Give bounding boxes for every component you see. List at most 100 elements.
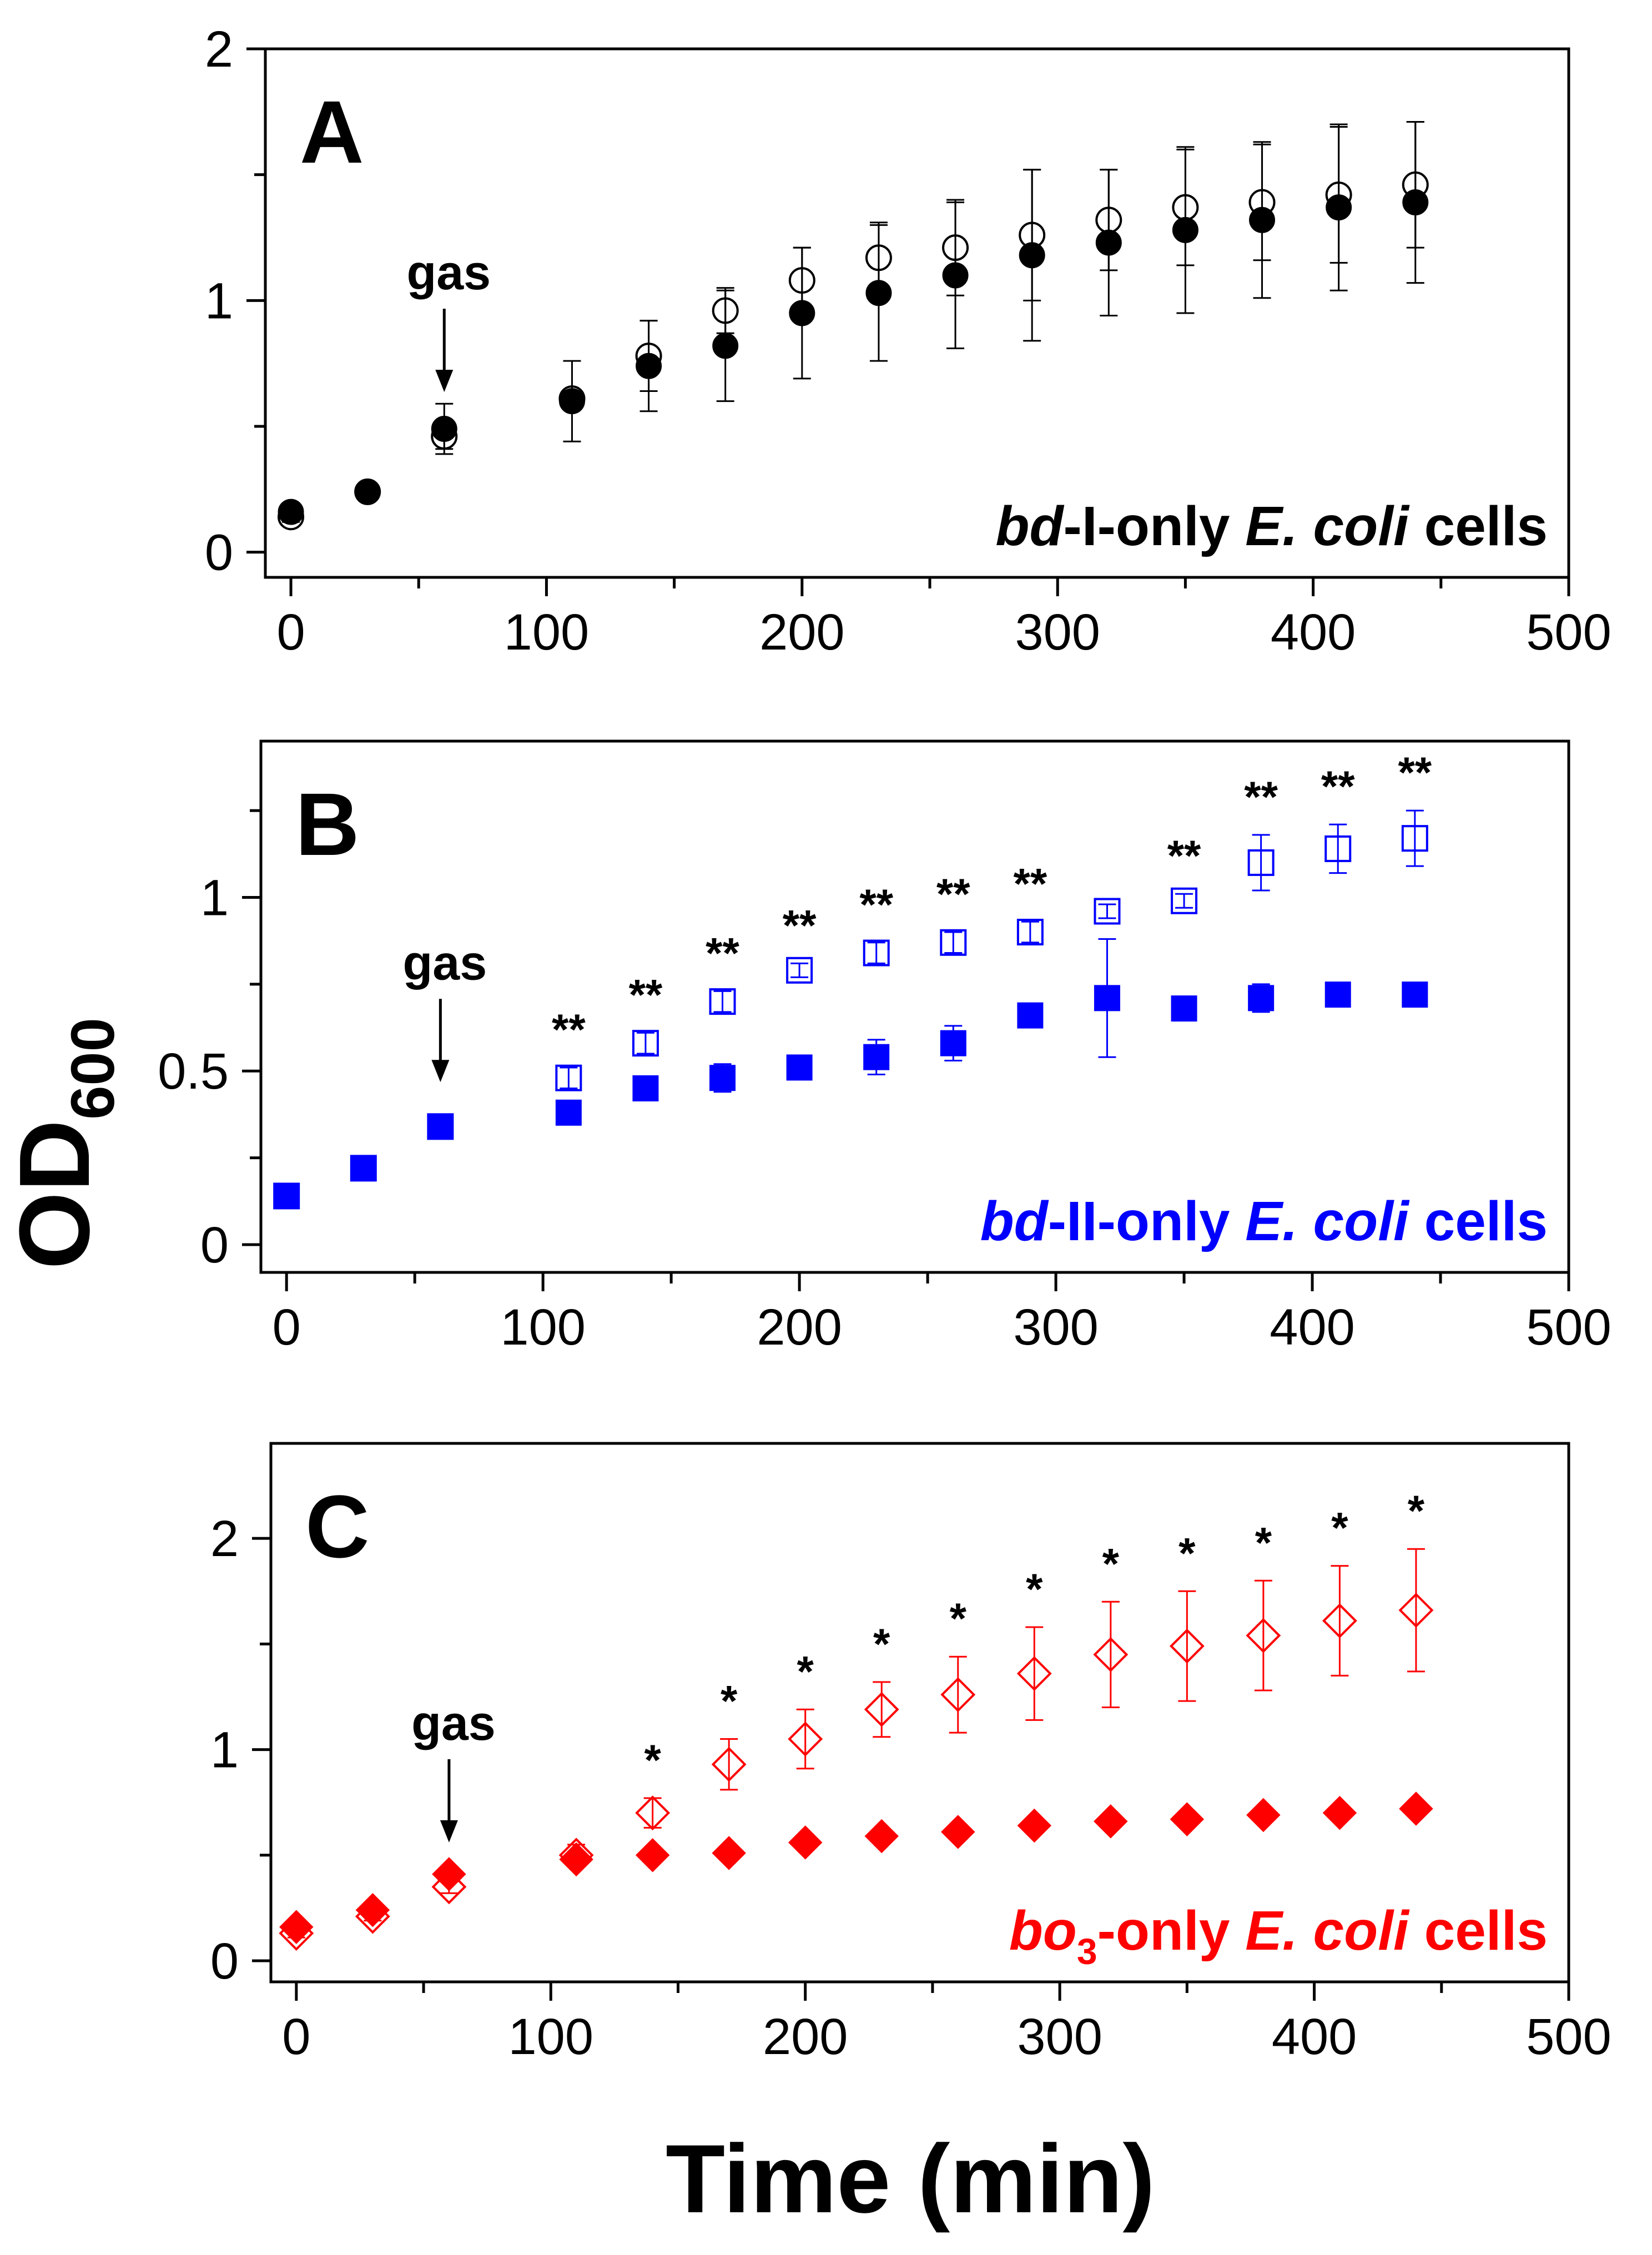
panel-c-frame [269,1442,1570,1984]
panel-c-filled-diamonds-point [432,1857,466,1891]
panel-b-filled-squares-point [1324,981,1351,1008]
panel-c-caption-part: 3 [1077,1931,1097,1972]
panel-a-gas-label: gas [406,245,491,300]
panel-c-caption-part: bo [1009,1900,1077,1962]
panel-b-x-tick-label: 0 [273,1299,301,1356]
panel-c-y-tick-label: 0 [210,1933,239,1990]
panel-c-gas-label: gas [411,1695,496,1750]
panel-a-caption-part: cells [1409,495,1548,557]
panel-a-caption-part: -I-only [1064,495,1246,557]
panel-b-significance-marker: ** [629,970,663,1019]
panel-c-filled-diamonds-point [1399,1791,1433,1826]
panel-b-filled-squares-point [427,1113,454,1140]
panel-b-open-squares-point [632,1030,659,1057]
panel-c-filled-diamonds-point [1246,1798,1281,1833]
panel-a-letter: A [300,82,364,182]
panel-b-caption: bd-II-only E. coli cells [980,1190,1548,1252]
panel-b-filled-squares-point [786,1054,813,1081]
panel-a-x-tick-label: 0 [276,604,305,661]
panel-a-filled-circles-point [1172,217,1198,243]
panel-c-x-tick-label: 100 [508,2009,594,2065]
panel-a-filled-circles-point [865,280,892,306]
panel-c-significance-marker: * [1102,1539,1120,1588]
panel-c-significance-marker: * [797,1647,814,1695]
panel-c-significance-marker: * [1178,1528,1196,1577]
panel-c-filled-diamonds-point [1170,1802,1205,1836]
panel-a-filled-circles-point [558,388,585,415]
panel-a-y-tick-label: 2 [205,21,233,78]
panel-c-open-diamonds-point [711,1746,747,1782]
panel-b-open-squares-point [1016,919,1044,946]
panel-c-filled-diamonds-point [712,1836,746,1870]
panel-b-filled-squares-point [1402,981,1428,1008]
panel-c-caption-part: -only [1097,1900,1246,1962]
panel-b-significance-marker: ** [1321,762,1355,811]
panel-b-filled-squares-point [940,1030,966,1056]
panel-c-gas-arrow-head [440,1820,458,1843]
panel-b-filled-squares-point [632,1075,659,1101]
panel-c-open-diamonds-point [940,1677,976,1713]
panel-c-filled-diamonds-point [635,1838,670,1873]
panel-b-significance-marker: ** [783,900,817,949]
panel-a-filled-circles-point [1402,189,1429,216]
panel-a-x-tick-label: 400 [1271,604,1356,661]
panel-c-filled-diamonds-point [941,1815,975,1849]
panel-c-caption: bo3-only E. coli cells [1009,1900,1548,1972]
panel-a-filled-circles-point [278,499,304,525]
panel-b-x-tick-label: 200 [757,1299,842,1356]
panel-c-open-diamonds-point [1093,1637,1129,1672]
panel-c-open-diamonds-point [1169,1628,1205,1664]
panel-a-x-tick-label: 300 [1015,604,1100,661]
panel-a-filled-circles-point [789,300,815,326]
panel-b-x-tick-label: 400 [1270,1299,1355,1356]
panel-c-filled-diamonds-point [788,1825,823,1860]
panel-c-open-diamonds-point [1246,1618,1281,1653]
panel-b-filled-squares-point [555,1099,582,1126]
panel-a-caption: bd-I-only E. coli cells [995,495,1548,557]
panel-a-filled-circles-point [1249,207,1276,233]
panel-a-x-tick-label: 500 [1526,604,1611,661]
panel-a-gas-arrow-head [435,370,454,392]
panel-c-x-tick-label: 200 [763,2009,848,2065]
panel-b-filled-squares-point [273,1182,300,1209]
panel-a-x-tick-label: 200 [759,604,845,661]
panel-a-filled-circles-point [1019,242,1045,269]
panel-c-significance-marker: * [950,1594,967,1643]
panel-c-y-tick-label: 1 [210,1722,239,1779]
panel-b-open-squares-point [786,957,813,984]
panel-b-y-tick-label: 0 [200,1217,229,1274]
panel-b-caption-part: cells [1409,1190,1548,1252]
panel-b-significance-marker: ** [706,928,739,977]
panel-b-open-squares-point [1094,898,1121,925]
panel-c-filled-diamonds-point [1322,1795,1357,1830]
panel-a-filled-circles-point [636,353,662,379]
panel-b-letter: B [295,774,360,874]
panel-b-open-squares-point [555,1064,582,1091]
panel-b-x-tick-label: 300 [1013,1299,1099,1356]
panel-c-letter: C [305,1477,370,1576]
panel-a-filled-circles-point [431,416,457,442]
panel-b-frame [259,739,1570,1274]
panel-b-significance-marker: ** [1244,772,1278,821]
panel-c-x-tick-label: 0 [282,2009,310,2065]
panel-b-significance-marker: ** [936,869,970,918]
panel-c-significance-marker: * [1026,1564,1043,1613]
panel-a-filled-circles-point [354,479,381,505]
panel-b-caption-part: bd [980,1190,1049,1252]
panel-b-filled-squares-point [1248,985,1275,1011]
panel-b-filled-squares-point [1171,995,1197,1022]
panel-a-x-tick-label: 100 [504,604,590,661]
panel-c-significance-marker: * [873,1619,890,1668]
y-axis-title-main: OD [0,1120,110,1270]
panel-c-significance-marker: * [1255,1518,1272,1567]
panel-c-open-diamonds-point [864,1692,899,1727]
panel-c-y-tick-label: 2 [210,1511,239,1567]
panel-c-filled-diamonds-point [559,1842,593,1877]
panel-c-open-diamonds-point [635,1795,671,1831]
panel-a-frame [264,47,1570,579]
panel-c-x-tick-label: 300 [1017,2009,1102,2065]
panel-b-filled-squares-point [1017,1002,1044,1029]
panel-b-gas-label: gas [403,935,487,990]
